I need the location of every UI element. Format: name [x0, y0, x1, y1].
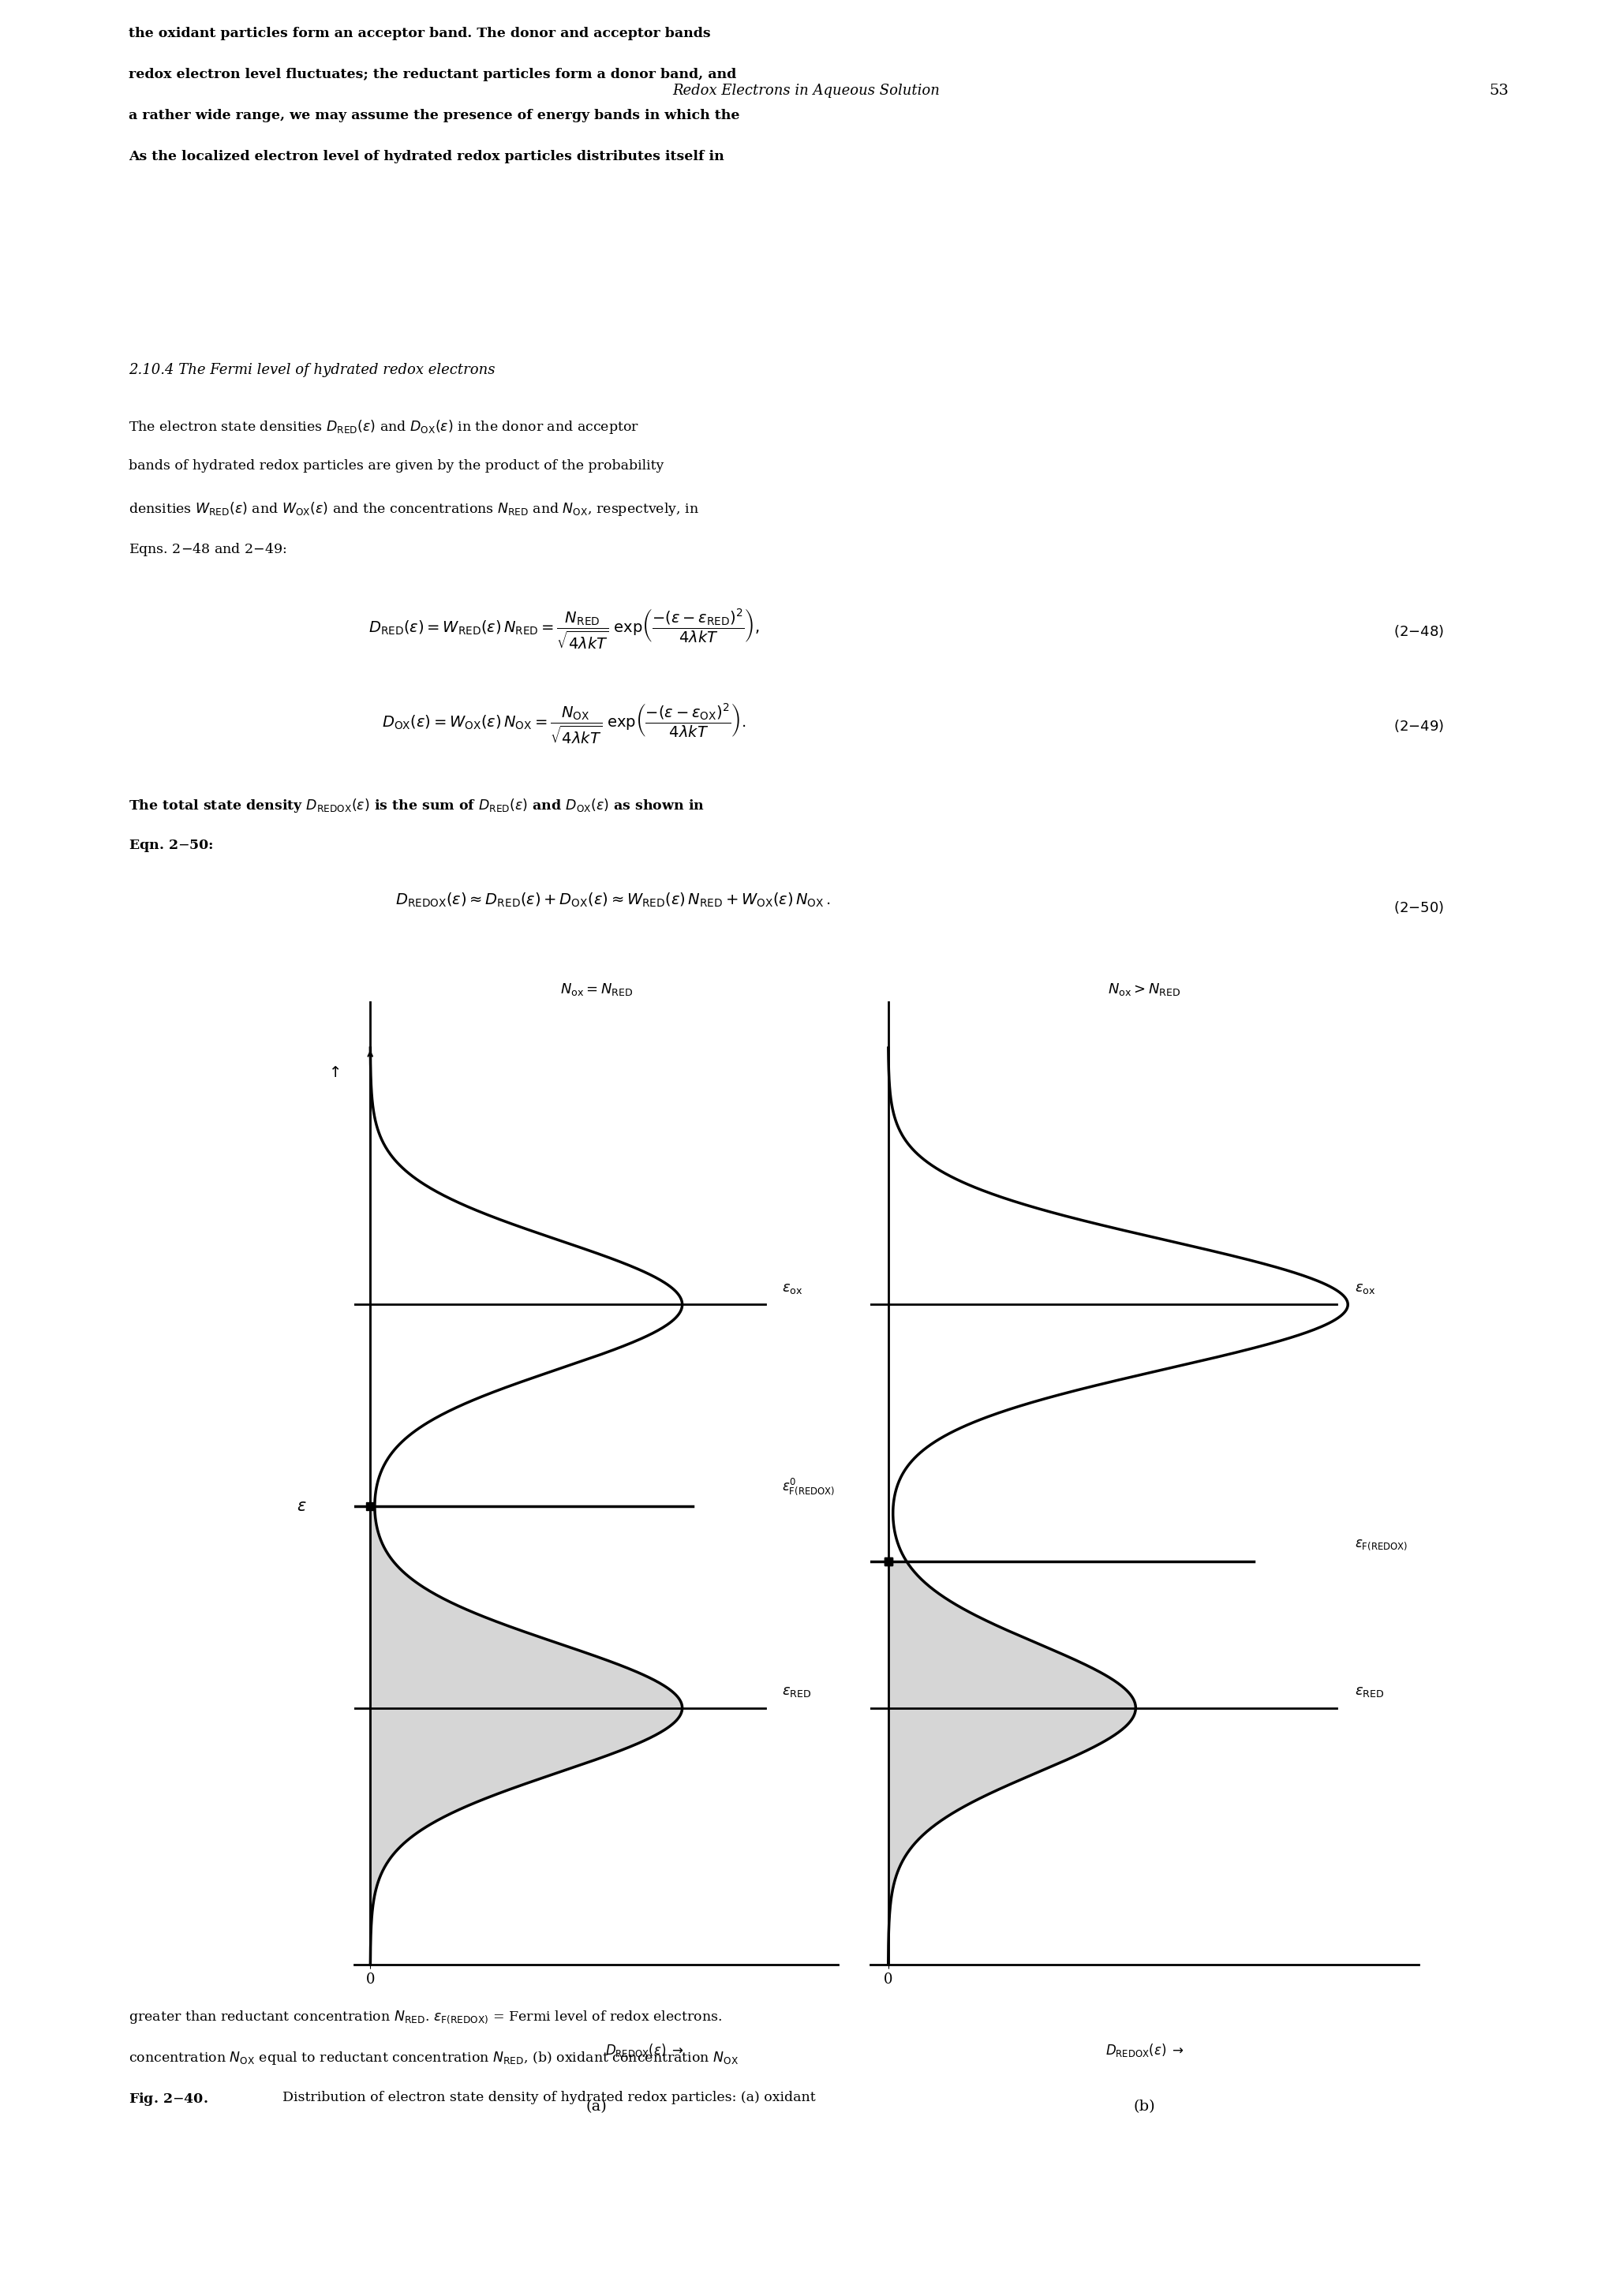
Title: $N_{\rm ox} = N_{\rm RED}$: $N_{\rm ox} = N_{\rm RED}$ [559, 980, 634, 996]
Text: $D_{\rm REDOX}(\varepsilon) \approx D_{\rm RED}(\varepsilon) + D_{\rm OX}(\varep: $D_{\rm REDOX}(\varepsilon) \approx D_{\… [395, 891, 830, 909]
Text: $D_{\rm REDOX}(\varepsilon)\;\rightarrow$: $D_{\rm REDOX}(\varepsilon)\;\rightarrow… [606, 2041, 683, 2057]
Text: Distribution of electron state density of hydrated redox particles: (a) oxidant: Distribution of electron state density o… [282, 2092, 816, 2103]
Text: Eqns. 2$-$48 and 2$-$49:: Eqns. 2$-$48 and 2$-$49: [129, 542, 287, 558]
Text: $(2{-}50)$: $(2{-}50)$ [1393, 900, 1444, 916]
Text: $\varepsilon$: $\varepsilon$ [297, 1499, 306, 1513]
Text: $\varepsilon_{\rm ox}$: $\varepsilon_{\rm ox}$ [1356, 1281, 1375, 1295]
Text: Redox Electrons in Aqueous Solution: Redox Electrons in Aqueous Solution [672, 83, 940, 99]
Text: redox electron level fluctuates; the reductant particles form a donor band, and: redox electron level fluctuates; the red… [129, 69, 737, 80]
Text: As the localized electron level of hydrated redox particles distributes itself i: As the localized electron level of hydra… [129, 149, 724, 163]
Text: $\varepsilon_{\rm RED}$: $\varepsilon_{\rm RED}$ [782, 1685, 811, 1699]
Text: $(2{-}48)$: $(2{-}48)$ [1393, 622, 1444, 638]
Text: $D_{\rm RED}(\varepsilon) = W_{\rm RED}(\varepsilon)\,N_{\rm RED} = \dfrac{N_{\r: $D_{\rm RED}(\varepsilon) = W_{\rm RED}(… [369, 608, 759, 652]
Text: $\varepsilon^0_{\rm F(REDOX)}$: $\varepsilon^0_{\rm F(REDOX)}$ [782, 1476, 835, 1497]
Title: $N_{\rm ox} > N_{\rm RED}$: $N_{\rm ox} > N_{\rm RED}$ [1107, 980, 1182, 996]
Text: The electron state densities $D_{\rm RED}(\varepsilon)$ and $D_{\rm OX}(\varepsi: The electron state densities $D_{\rm RED… [129, 418, 640, 436]
Text: $\uparrow$: $\uparrow$ [326, 1065, 340, 1081]
Text: $D_{\rm OX}(\varepsilon) = W_{\rm OX}(\varepsilon)\,N_{\rm OX} = \dfrac{N_{\rm O: $D_{\rm OX}(\varepsilon) = W_{\rm OX}(\v… [382, 703, 746, 746]
Text: Eqn. 2$-$50:: Eqn. 2$-$50: [129, 838, 214, 854]
Text: $D_{\rm REDOX}(\varepsilon)\;\rightarrow$: $D_{\rm REDOX}(\varepsilon)\;\rightarrow… [1106, 2041, 1183, 2057]
Text: 53: 53 [1489, 83, 1509, 99]
Text: greater than reductant concentration $N_{\rm RED}$. $\varepsilon_{\rm F(REDOX)}$: greater than reductant concentration $N_… [129, 2009, 722, 2025]
Text: bands of hydrated redox particles are given by the product of the probability: bands of hydrated redox particles are gi… [129, 459, 664, 473]
Text: Fig. 2$-$40.: Fig. 2$-$40. [129, 2092, 210, 2108]
Text: densities $W_{\rm RED}(\varepsilon)$ and $W_{\rm OX}(\varepsilon)$ and the conce: densities $W_{\rm RED}(\varepsilon)$ and… [129, 501, 700, 517]
Text: (b): (b) [1133, 2099, 1156, 2115]
Text: a rather wide range, we may assume the presence of energy bands in which the: a rather wide range, we may assume the p… [129, 108, 740, 122]
Text: $(2{-}49)$: $(2{-}49)$ [1393, 719, 1444, 735]
Text: 2.10.4 The Fermi level of hydrated redox electrons: 2.10.4 The Fermi level of hydrated redox… [129, 363, 495, 377]
Text: the oxidant particles form an acceptor band. The donor and acceptor bands: the oxidant particles form an acceptor b… [129, 28, 711, 41]
Text: (a): (a) [585, 2099, 608, 2115]
Text: The total state density $D_{\rm REDOX}(\varepsilon)$ is the sum of $D_{\rm RED}(: The total state density $D_{\rm REDOX}(\… [129, 797, 704, 815]
Text: $\varepsilon_{\rm ox}$: $\varepsilon_{\rm ox}$ [782, 1281, 803, 1295]
Text: $\varepsilon_{\rm RED}$: $\varepsilon_{\rm RED}$ [1356, 1685, 1385, 1699]
Text: concentration $N_{\rm OX}$ equal to reductant concentration $N_{\rm RED}$, (b) o: concentration $N_{\rm OX}$ equal to redu… [129, 2050, 738, 2066]
Text: $\varepsilon_{\rm F(REDOX)}$: $\varepsilon_{\rm F(REDOX)}$ [1356, 1538, 1407, 1552]
